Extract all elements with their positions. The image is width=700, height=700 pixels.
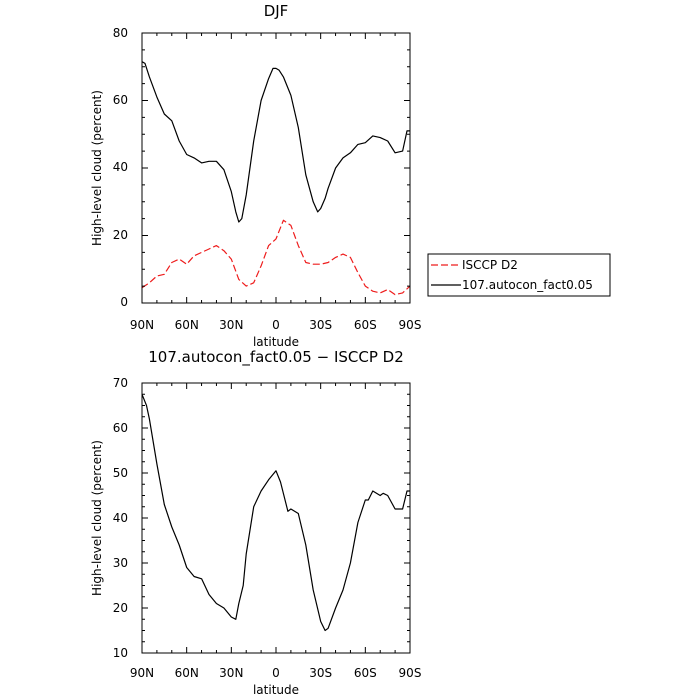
top-chart-series <box>141 61 411 296</box>
top-xtick-label: 60N <box>175 318 199 332</box>
top-ytick-label: 60 <box>113 93 128 107</box>
bottom-xtick-label: 60S <box>354 666 377 680</box>
bottom-ytick-label: 50 <box>113 466 128 480</box>
bottom-ytick-label: 40 <box>113 511 128 525</box>
bottom-xtick-label: 30S <box>309 666 332 680</box>
top-xtick-label: 30S <box>309 318 332 332</box>
bottom-ytick-label: 20 <box>113 601 128 615</box>
bottom-xtick-label: 90S <box>399 666 422 680</box>
bottom-xtick-label: 90N <box>130 666 154 680</box>
bottom-chart-ylabel: High-level cloud (percent) <box>90 440 104 596</box>
legend-label-isccp: ISCCP D2 <box>462 258 518 272</box>
bottom-ytick-label: 60 <box>113 421 128 435</box>
bottom-chart-xlabel: latitude <box>253 683 299 697</box>
bottom-xtick-label: 0 <box>272 666 280 680</box>
chart-legend: ISCCP D2 107.autocon_fact0.05 <box>427 253 611 297</box>
top-chart: DJF 0 20 40 60 80 90N 60N 30N 0 30S 60S … <box>90 2 421 349</box>
top-ytick-label: 20 <box>113 228 128 242</box>
series-line-difference <box>141 394 410 632</box>
bottom-ytick-label: 30 <box>113 556 128 570</box>
top-xtick-label: 30N <box>219 318 243 332</box>
bottom-xtick-label: 60N <box>175 666 199 680</box>
bottom-ytick-label: 10 <box>113 646 128 660</box>
bottom-chart-title: 107.autocon_fact0.05 − ISCCP D2 <box>148 348 404 367</box>
bottom-ytick-label: 70 <box>113 376 128 390</box>
top-chart-frame <box>141 32 411 304</box>
top-chart-ylabel: High-level cloud (percent) <box>90 90 104 246</box>
legend-box <box>427 253 611 297</box>
top-chart-title: DJF <box>264 2 289 20</box>
bottom-chart: 107.autocon_fact0.05 − ISCCP D2 10 20 30… <box>90 348 421 697</box>
bottom-xtick-label: 30N <box>219 666 243 680</box>
bottom-chart-ticks <box>141 382 411 654</box>
top-xtick-label: 90S <box>399 318 422 332</box>
top-chart-ytick-labels: 0 20 40 60 80 <box>113 26 128 309</box>
top-xtick-label: 90N <box>130 318 154 332</box>
top-ytick-label: 40 <box>113 160 128 174</box>
top-ytick-label: 0 <box>120 295 128 309</box>
top-chart-xlabel: latitude <box>253 335 299 349</box>
legend-label-model: 107.autocon_fact0.05 <box>462 278 593 292</box>
bottom-chart-xtick-labels: 90N 60N 30N 0 30S 60S 90S <box>130 666 422 680</box>
top-ytick-label: 80 <box>113 26 128 40</box>
top-xtick-label: 60S <box>354 318 377 332</box>
series-line-isccp <box>141 219 411 296</box>
bottom-chart-series <box>141 394 410 632</box>
top-chart-ticks <box>141 32 411 304</box>
bottom-chart-frame <box>141 382 411 654</box>
series-line-model <box>141 61 410 223</box>
top-chart-xtick-labels: 90N 60N 30N 0 30S 60S 90S <box>130 318 422 332</box>
top-xtick-label: 0 <box>272 318 280 332</box>
bottom-chart-ytick-labels: 10 20 30 40 50 60 70 <box>113 376 128 660</box>
